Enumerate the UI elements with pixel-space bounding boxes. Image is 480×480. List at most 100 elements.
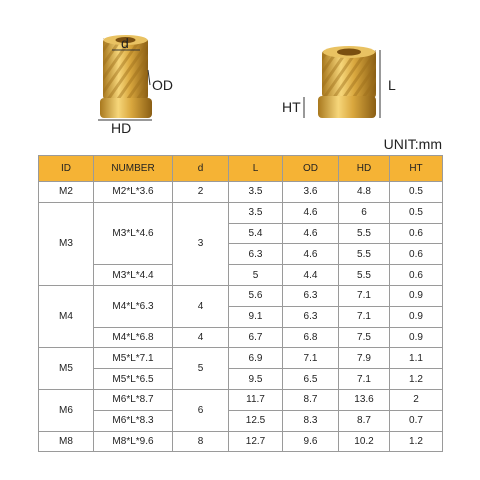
table-cell: 4 bbox=[172, 326, 229, 349]
table-cell: 6.8 bbox=[282, 326, 339, 349]
header-cell: OD bbox=[282, 155, 339, 182]
table-cell: 7.1 bbox=[338, 305, 390, 328]
table-cell: 1.1 bbox=[389, 347, 443, 370]
table-cell: 6 bbox=[172, 388, 229, 432]
table-cell: M2 bbox=[38, 181, 94, 203]
table-cell: M4*L*6.8 bbox=[93, 326, 173, 349]
table-row: 6.3 4.6 5.5 0.6 bbox=[39, 243, 443, 266]
header-cell: HD bbox=[338, 155, 390, 182]
table-cell: 12.7 bbox=[228, 430, 283, 453]
label-d: d bbox=[121, 35, 129, 51]
table-cell: 3.6 bbox=[282, 181, 339, 203]
table-cell: 7.9 bbox=[338, 347, 390, 370]
table-cell: M3*L*4.6 bbox=[93, 201, 173, 266]
table-cell: 6.3 bbox=[228, 243, 283, 266]
table-cell: 5.5 bbox=[338, 222, 390, 245]
table-row: 5.4 4.6 5.5 0.6 bbox=[39, 222, 443, 245]
header-cell: HT bbox=[389, 155, 443, 182]
table-cell: 5.5 bbox=[338, 264, 390, 286]
table-row: M3*L*4.4 5 4.4 5.5 0.6 bbox=[39, 264, 443, 286]
table-cell: M6*L*8.7 bbox=[93, 388, 173, 411]
table-cell: M4 bbox=[38, 284, 94, 349]
table-cell: 12.5 bbox=[228, 409, 283, 432]
table-cell: 9.1 bbox=[228, 305, 283, 328]
table-cell: 8.7 bbox=[282, 388, 339, 411]
table-cell: 11.7 bbox=[228, 388, 283, 411]
label-hd: HD bbox=[111, 120, 131, 136]
table-cell: 1.2 bbox=[389, 430, 443, 453]
table-cell: 7.5 bbox=[338, 326, 390, 349]
table-cell: M5*L*6.5 bbox=[93, 368, 173, 390]
table-cell: 8 bbox=[172, 430, 229, 453]
table-cell: 13.6 bbox=[338, 388, 390, 411]
header-cell: L bbox=[228, 155, 283, 182]
table-cell: 6.7 bbox=[228, 326, 283, 349]
table-cell: 7.1 bbox=[338, 284, 390, 307]
label-l: L bbox=[388, 77, 396, 93]
header-cell: ID bbox=[38, 155, 94, 182]
table-cell: 5.4 bbox=[228, 222, 283, 245]
table-cell: 5.5 bbox=[338, 243, 390, 266]
table-cell: 2 bbox=[389, 388, 443, 411]
table-cell: M8*L*9.6 bbox=[93, 430, 173, 453]
label-ht: HT bbox=[282, 99, 301, 115]
table-cell: 5 bbox=[172, 347, 229, 390]
label-od: OD bbox=[152, 77, 173, 93]
table-row: M6*L*8.3 12.5 8.3 8.7 0.7 bbox=[39, 409, 443, 432]
table-cell: 9.5 bbox=[228, 368, 283, 390]
spec-table: ID NUMBER d L OD HD HT M2 M2*L*3.6 2 3.5 3.6 4.8 0.5… bbox=[38, 155, 443, 453]
header-cell: d bbox=[172, 155, 229, 182]
table-cell: 6 bbox=[338, 201, 390, 224]
table-cell: 3.5 bbox=[228, 181, 283, 203]
table-cell: M3 bbox=[38, 201, 94, 286]
table-cell: 6.9 bbox=[228, 347, 283, 370]
table-cell: M5 bbox=[38, 347, 94, 390]
table-cell: M6 bbox=[38, 388, 94, 432]
table-cell: 1.2 bbox=[389, 368, 443, 390]
table-cell: M8 bbox=[38, 430, 94, 453]
table-body: M2 M2*L*3.6 2 3.5 3.6 4.8 0.5 M3 M3*L*4.6 3 3.5 4.6… bbox=[38, 181, 443, 453]
table-cell: 9.6 bbox=[282, 430, 339, 453]
table-row: M2 M2*L*3.6 2 3.5 3.6 4.8 0.5 bbox=[38, 181, 443, 203]
table-cell: 5 bbox=[228, 264, 283, 286]
table-cell: 8.7 bbox=[338, 409, 390, 432]
header-cell: NUMBER bbox=[93, 155, 173, 182]
table-cell: 4.6 bbox=[282, 201, 339, 224]
table-row: M4*L*6.8 4 6.7 6.8 7.5 0.9 bbox=[39, 326, 443, 349]
table-cell: M2*L*3.6 bbox=[93, 181, 173, 203]
table-cell: 0.6 bbox=[389, 243, 443, 266]
table-cell: 0.9 bbox=[389, 284, 443, 307]
table-cell: 5.6 bbox=[228, 284, 283, 307]
table-cell: 0.9 bbox=[389, 326, 443, 349]
table-cell: 4.6 bbox=[282, 243, 339, 266]
table-cell: M6*L*8.3 bbox=[93, 409, 173, 432]
table-cell: 0.9 bbox=[389, 305, 443, 328]
table-cell: 4.8 bbox=[338, 181, 390, 203]
table-cell: 8.3 bbox=[282, 409, 339, 432]
table-cell: 7.1 bbox=[282, 347, 339, 370]
table-cell: M3*L*4.4 bbox=[93, 264, 173, 286]
table-row: M5*L*6.5 9.5 6.5 7.1 1.2 bbox=[39, 368, 443, 390]
table-row: M5 M5*L*7.1 5 6.9 7.1 7.9 1.1 bbox=[38, 347, 443, 390]
table-cell: 4 bbox=[172, 284, 229, 328]
table-cell: 0.5 bbox=[389, 181, 443, 203]
table-cell: 6.3 bbox=[282, 284, 339, 307]
table-cell: M4*L*6.3 bbox=[93, 284, 173, 328]
table-row: M8 M8*L*9.6 8 12.7 9.6 10.2 1.2 bbox=[38, 430, 443, 453]
table-cell: 4.6 bbox=[282, 222, 339, 245]
header-row: ID NUMBER d L OD HD HT bbox=[38, 155, 443, 182]
table-cell: 3 bbox=[172, 201, 229, 286]
table-row: 9.1 6.3 7.1 0.9 bbox=[39, 305, 443, 328]
insert-left bbox=[98, 35, 152, 121]
table-row: M6 M6*L*8.7 6 11.7 8.7 13.6 2 bbox=[38, 388, 443, 432]
table-cell: M5*L*7.1 bbox=[93, 347, 173, 370]
table-cell: 0.5 bbox=[389, 201, 443, 224]
table-cell: 10.2 bbox=[338, 430, 390, 453]
unit-label: UNIT:mm bbox=[383, 136, 442, 152]
product-images: d OD HD L HT bbox=[98, 35, 396, 136]
table-row: M3 M3*L*4.6 3 3.5 4.6 6 0.5 bbox=[38, 201, 443, 286]
table-cell: 2 bbox=[172, 181, 229, 203]
insert-right bbox=[303, 46, 381, 118]
table-cell: 0.7 bbox=[389, 409, 443, 432]
